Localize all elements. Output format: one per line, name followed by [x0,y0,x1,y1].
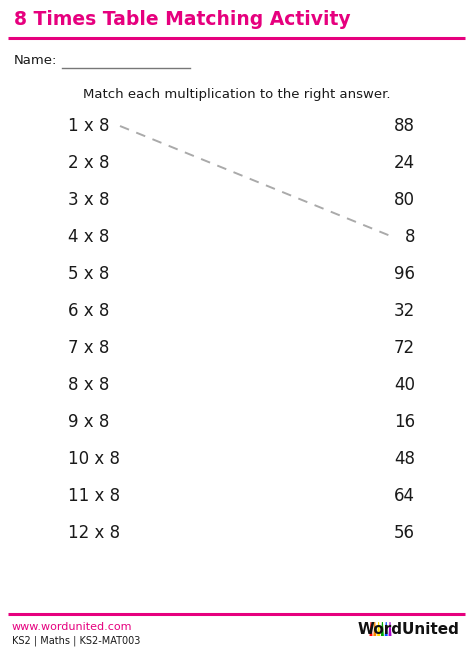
Polygon shape [385,622,388,636]
Text: 5 x 8: 5 x 8 [68,265,109,283]
Polygon shape [388,622,392,636]
Text: 16: 16 [394,413,415,431]
Text: www.wordunited.com: www.wordunited.com [12,622,132,632]
Text: 7 x 8: 7 x 8 [68,339,109,357]
Text: KS2 | Maths | KS2-MAT003: KS2 | Maths | KS2-MAT003 [12,636,140,647]
Text: 3 x 8: 3 x 8 [68,191,110,209]
Text: 8 x 8: 8 x 8 [68,376,109,394]
Text: 12 x 8: 12 x 8 [68,524,120,542]
Polygon shape [373,622,377,636]
Text: 11 x 8: 11 x 8 [68,487,120,505]
Text: 8: 8 [404,228,415,246]
Text: 10 x 8: 10 x 8 [68,450,120,468]
Text: 96: 96 [394,265,415,283]
Text: 48: 48 [394,450,415,468]
Text: WordUnited: WordUnited [357,622,459,636]
Text: 4 x 8: 4 x 8 [68,228,109,246]
Text: 6 x 8: 6 x 8 [68,302,109,320]
Text: 9 x 8: 9 x 8 [68,413,109,431]
Text: 56: 56 [394,524,415,542]
Text: 80: 80 [394,191,415,209]
Text: 8 Times Table Matching Activity: 8 Times Table Matching Activity [14,10,350,29]
Text: 72: 72 [394,339,415,357]
Text: 32: 32 [394,302,415,320]
Text: 88: 88 [394,117,415,135]
Polygon shape [381,622,384,636]
Polygon shape [369,622,373,636]
Text: Name:: Name: [14,54,57,67]
Text: 64: 64 [394,487,415,505]
Polygon shape [377,622,380,636]
Text: 2 x 8: 2 x 8 [68,154,110,172]
Text: 24: 24 [394,154,415,172]
Text: Match each multiplication to the right answer.: Match each multiplication to the right a… [83,88,390,101]
Text: 1 x 8: 1 x 8 [68,117,110,135]
Text: 40: 40 [394,376,415,394]
